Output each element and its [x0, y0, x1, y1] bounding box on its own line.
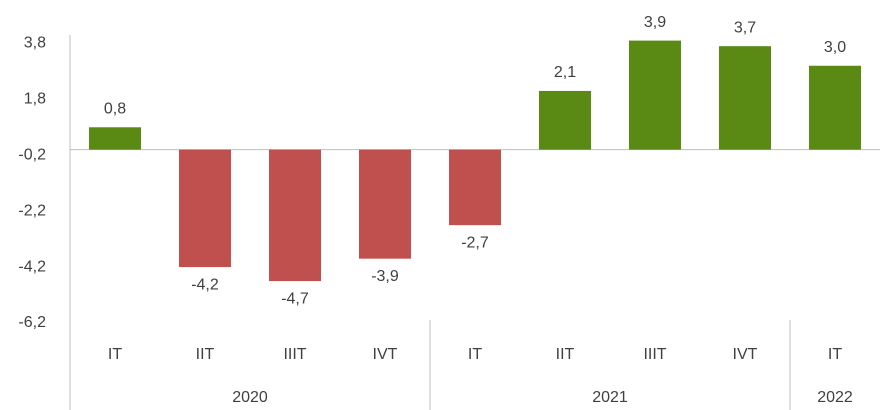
x-tick-label: IT [828, 346, 842, 363]
x-tick-label: IIIT [643, 346, 666, 363]
group-label: 2022 [817, 389, 853, 406]
y-tick-label: -2,2 [18, 202, 46, 219]
bar [629, 40, 681, 150]
x-tick-label: IIIT [283, 346, 306, 363]
bar [539, 90, 591, 150]
x-tick-label: IIT [556, 346, 575, 363]
data-label: 3,0 [824, 39, 846, 56]
x-tick-label: IT [108, 346, 122, 363]
x-tick-label: IVT [733, 346, 758, 363]
data-label: -3,9 [371, 268, 399, 285]
y-tick-label: -0,2 [18, 146, 46, 163]
y-tick-label: -4,2 [18, 258, 46, 275]
data-label: -2,7 [461, 234, 489, 251]
bar [359, 149, 411, 259]
group-label: 2020 [232, 389, 268, 406]
y-tick-label: -6,2 [18, 314, 46, 331]
x-tick-label: IVT [373, 346, 398, 363]
data-label: -4,2 [191, 276, 219, 293]
bar [89, 127, 141, 150]
data-label: 3,9 [644, 14, 666, 31]
bar [269, 149, 321, 282]
data-label: 3,7 [734, 19, 756, 36]
data-label: 0,8 [104, 100, 126, 117]
bar [719, 46, 771, 150]
x-tick-label: IT [468, 346, 482, 363]
y-tick-label: 1,8 [24, 91, 46, 108]
bar [809, 65, 861, 150]
data-label: 2,1 [554, 64, 576, 81]
bar [179, 149, 231, 268]
x-tick-label: IIT [196, 346, 215, 363]
group-label: 2021 [592, 389, 628, 406]
data-label: -4,7 [281, 290, 309, 307]
bar [449, 149, 501, 226]
y-tick-label: 3,8 [24, 35, 46, 52]
